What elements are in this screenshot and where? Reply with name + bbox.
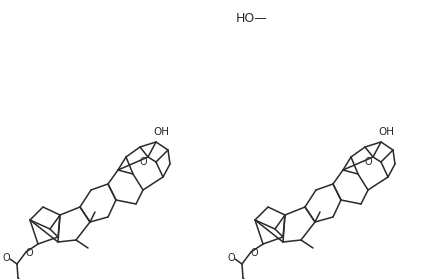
Text: O: O (364, 157, 372, 167)
Text: O: O (2, 253, 10, 263)
Text: OH: OH (153, 127, 169, 137)
Text: OH: OH (378, 127, 394, 137)
Text: HO—: HO— (236, 11, 268, 25)
Text: O: O (25, 248, 33, 258)
Text: O: O (139, 157, 147, 167)
Text: O: O (227, 253, 235, 263)
Text: O: O (250, 248, 258, 258)
